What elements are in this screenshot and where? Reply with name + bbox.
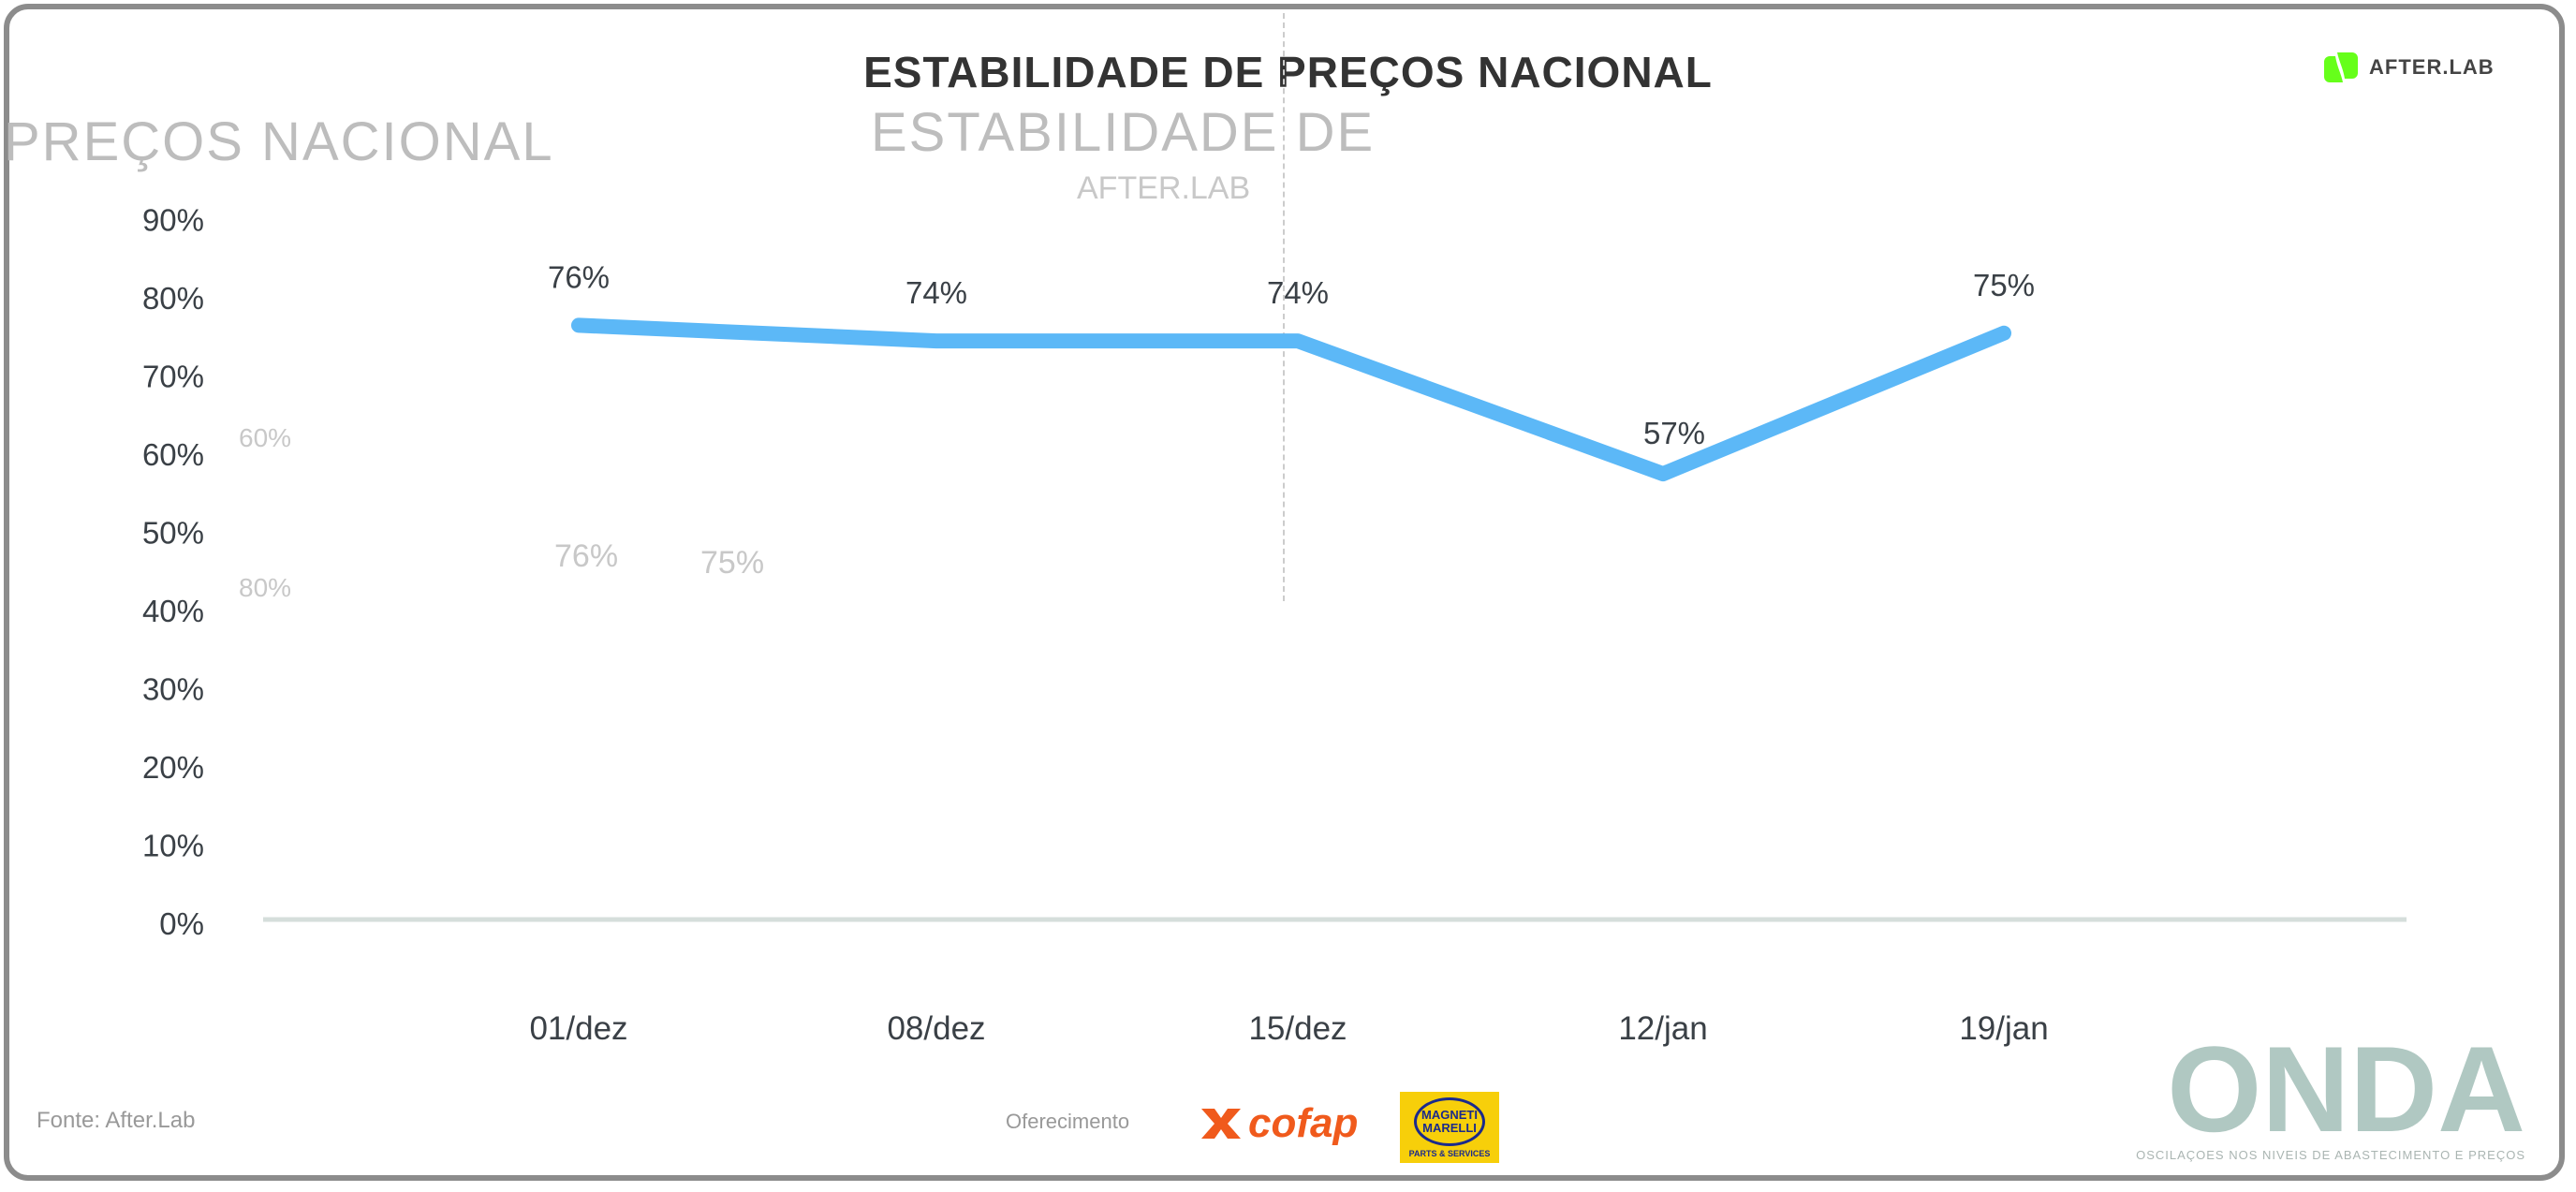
magneti-marelli-logo: MAGNETI MARELLI PARTS & SERVICES: [1400, 1092, 1499, 1163]
data-label: 74%: [1267, 275, 1329, 310]
y-tick-label: 90%: [142, 203, 204, 238]
cofap-x-icon: [1201, 1109, 1241, 1139]
y-tick-label: 10%: [142, 829, 204, 863]
x-tick-label: 15/dez: [1248, 1010, 1347, 1047]
ghost-title-fragment-2: ESTABILIDADE DE: [871, 102, 1376, 163]
onda-logo-subtitle: OSCILAÇOES NOS NIVEIS DE ABASTECIMENTO E…: [2136, 1148, 2525, 1162]
x-tick-label: 01/dez: [529, 1010, 627, 1047]
ghost-brand: AFTER.LAB: [1077, 170, 1251, 206]
cofap-logo: cofap: [1200, 1100, 1358, 1147]
data-point: [935, 340, 937, 343]
x-tick-label: 08/dez: [887, 1010, 985, 1047]
magneti-text: MAGNETI: [1421, 1107, 1478, 1122]
ghost-value: 75%: [700, 545, 765, 581]
afterlab-logo: AFTER.LAB: [2322, 49, 2495, 86]
data-label: 76%: [548, 259, 610, 294]
marelli-subtitle: PARTS & SERVICES: [1408, 1148, 1491, 1158]
data-point: [2003, 331, 2005, 334]
x-tick-label: 19/jan: [1959, 1010, 2048, 1047]
ghost-value: 76%: [554, 538, 619, 574]
series-line: [571, 317, 2011, 482]
y-tick-label: 50%: [142, 516, 204, 551]
ghost-value: 80%: [239, 573, 292, 602]
dashed-divider: [1283, 13, 1285, 601]
magneti-marelli-emblem: MAGNETI MARELLI: [1414, 1096, 1485, 1146]
data-label: 57%: [1643, 416, 1705, 450]
sponsor-label: Oferecimento: [1006, 1110, 1130, 1133]
card-frame: [4, 4, 2565, 1181]
afterlab-logo-text: AFTER.LAB: [2369, 55, 2495, 79]
chart-title: ESTABILIDADE DE PREÇOS NACIONAL: [863, 48, 1713, 96]
data-point: [1662, 473, 1664, 476]
ghost-title-fragment: PREÇOS NACIONAL: [4, 111, 554, 172]
data-label: 74%: [905, 275, 967, 310]
y-tick-label: 60%: [142, 437, 204, 472]
cofap-logo-text: cofap: [1248, 1100, 1359, 1146]
y-tick-label: 20%: [142, 750, 204, 785]
ghost-value: 60%: [239, 423, 292, 452]
y-tick-label: 70%: [142, 360, 204, 394]
source-note: Fonte: After.Lab: [37, 1108, 196, 1133]
data-point: [578, 324, 580, 327]
data-label: 75%: [1973, 268, 2035, 302]
y-tick-label: 80%: [142, 281, 204, 316]
marelli-text: MARELLI: [1422, 1120, 1477, 1135]
y-tick-label: 0%: [159, 906, 204, 941]
onda-logo: ONDA: [2167, 1021, 2525, 1157]
data-point: [1297, 340, 1299, 343]
afterlab-logo-icon: [2324, 52, 2358, 82]
y-tick-label: 40%: [142, 594, 204, 628]
y-tick-label: 30%: [142, 672, 204, 707]
x-tick-label: 12/jan: [1618, 1010, 1707, 1047]
